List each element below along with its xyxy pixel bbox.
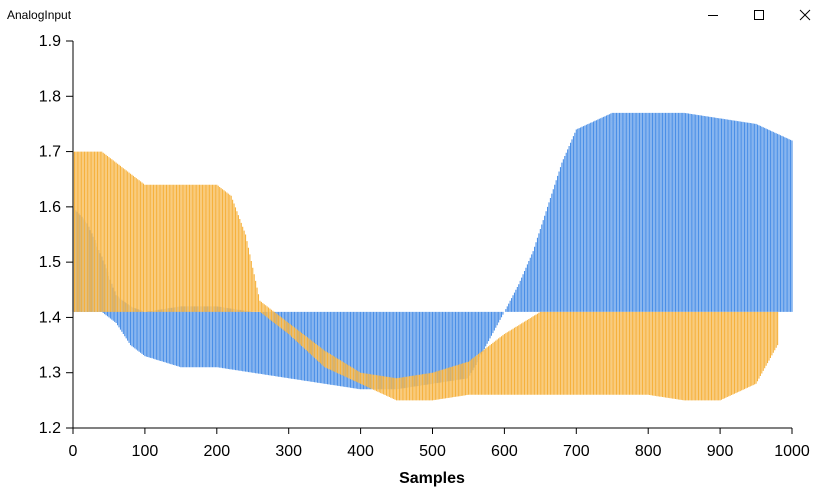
x-tick-label: 800 xyxy=(635,443,662,460)
minimize-icon xyxy=(708,15,718,16)
series-layer xyxy=(72,112,793,401)
y-tick-label: 1.7 xyxy=(39,144,61,161)
y-tick-label: 1.8 xyxy=(39,88,61,105)
x-tick-label: 700 xyxy=(563,443,590,460)
title-bar: AnalogInput xyxy=(0,0,824,30)
y-tick-label: 1.4 xyxy=(39,309,61,326)
close-icon xyxy=(799,9,811,21)
y-tick-label: 1.5 xyxy=(39,254,61,271)
close-button[interactable] xyxy=(782,0,824,30)
x-tick-label: 900 xyxy=(707,443,734,460)
y-tick-label: 1.2 xyxy=(39,420,61,437)
x-axis-title: Samples xyxy=(399,470,465,487)
x-tick-label: 200 xyxy=(203,443,230,460)
x-tick-label: 400 xyxy=(347,443,374,460)
y-tick-label: 1.6 xyxy=(39,199,61,216)
x-tick-label: 300 xyxy=(275,443,302,460)
x-tick-label: 0 xyxy=(69,443,78,460)
minimize-button[interactable] xyxy=(690,0,736,30)
y-tick-label: 1.9 xyxy=(39,33,61,50)
maximize-icon xyxy=(754,10,764,20)
x-tick-label: 500 xyxy=(419,443,446,460)
axes: 1.2 1.3 1.4 1.5 1.6 1.7 1.8 1.9 0 100 200 300 400 500… xyxy=(39,33,810,460)
window-title: AnalogInput xyxy=(7,8,72,22)
x-tick-label: 1000 xyxy=(774,443,810,460)
y-tick-label: 1.3 xyxy=(39,365,61,382)
x-tick-label: 600 xyxy=(491,443,518,460)
x-tick-label: 100 xyxy=(132,443,159,460)
maximize-button[interactable] xyxy=(736,0,782,30)
